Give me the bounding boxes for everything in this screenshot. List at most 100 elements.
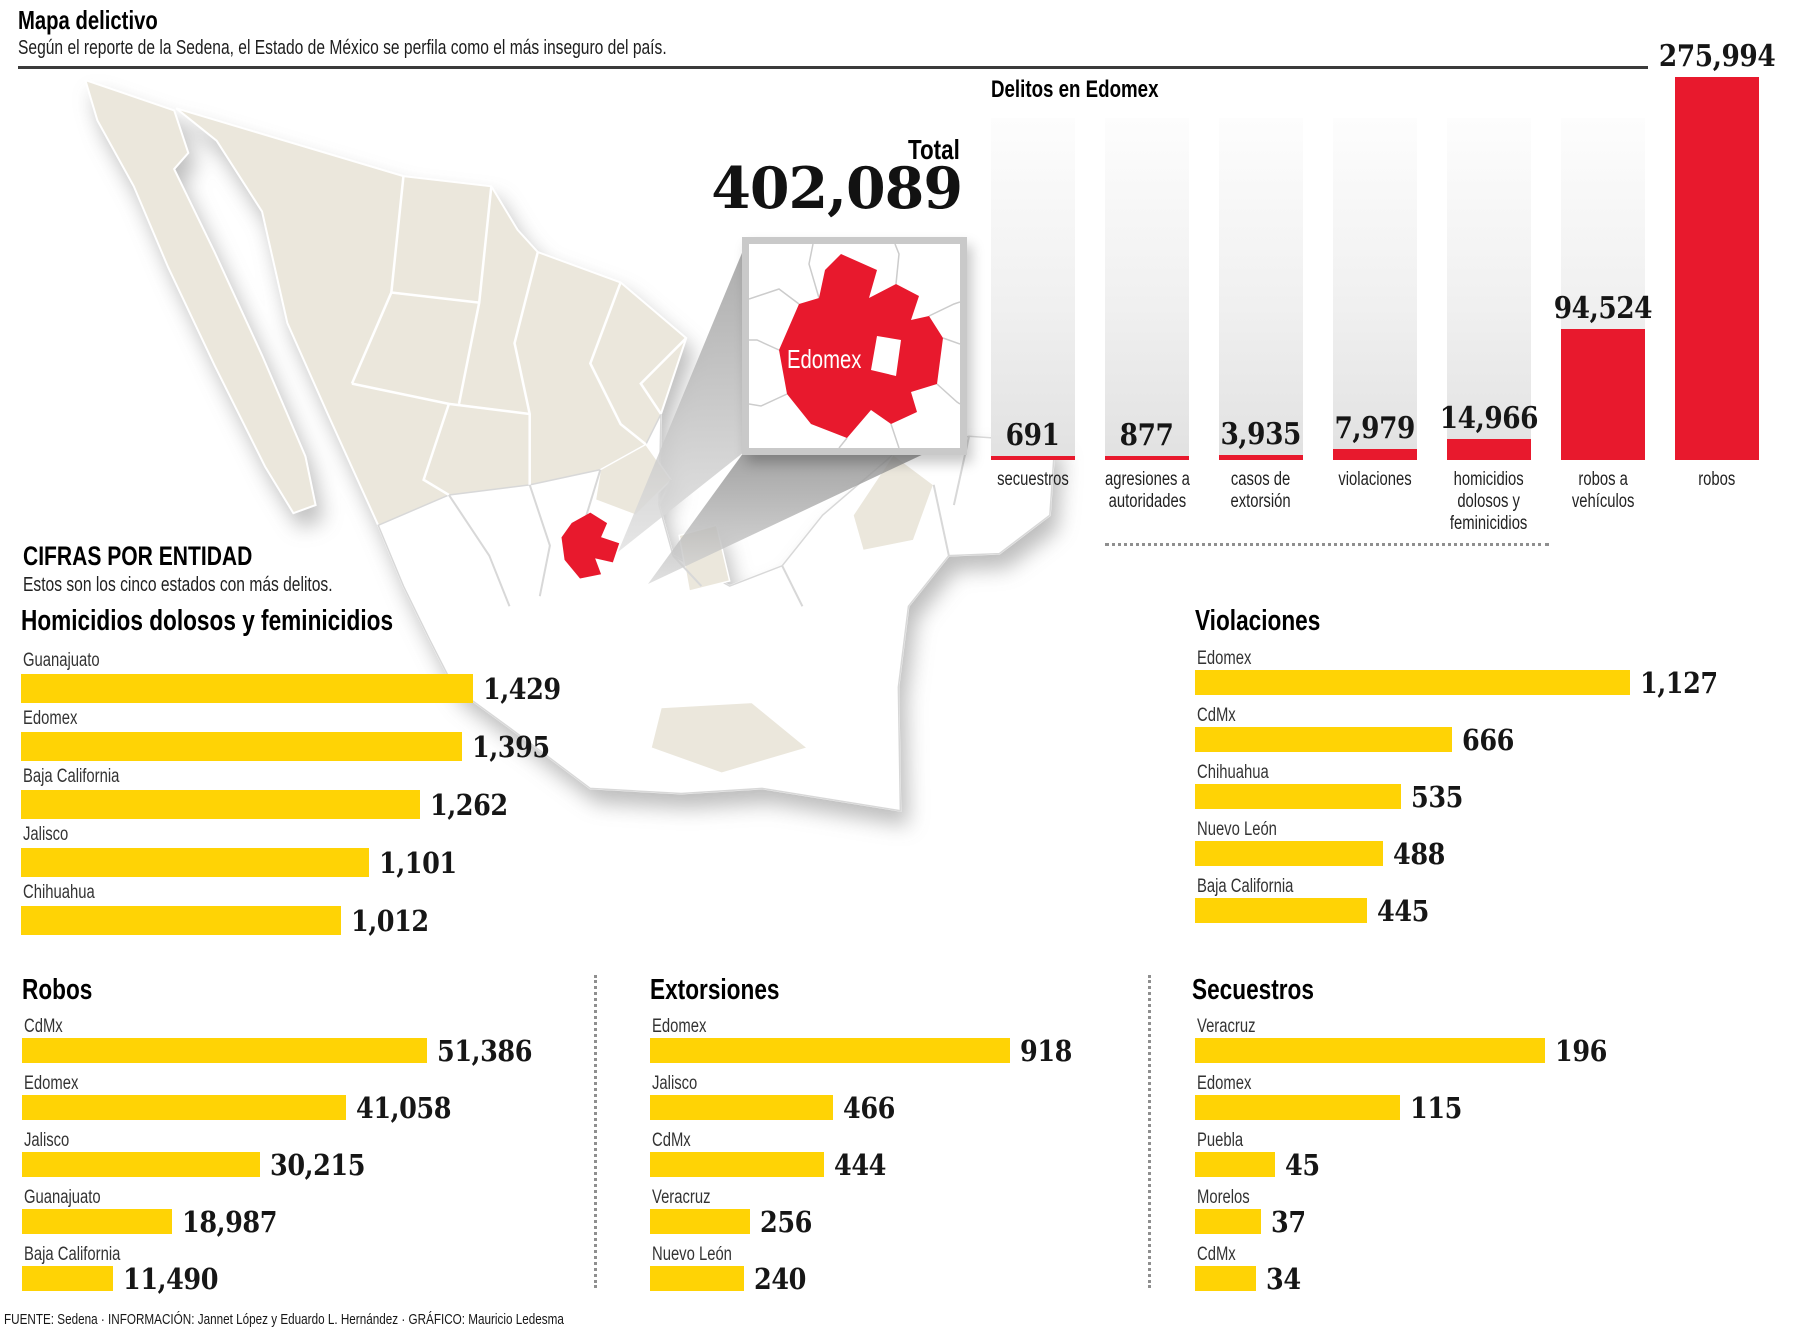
bar-Nuevo-León <box>650 1266 744 1291</box>
bar-label-text: Nuevo León <box>652 1244 732 1265</box>
bar-label-text: Guanajuato <box>24 1187 101 1208</box>
bar-value-text: 256 <box>760 1205 812 1239</box>
bar-CdMx <box>1195 1266 1256 1291</box>
bar-value-text: 466 <box>843 1091 895 1125</box>
column-value: 691 <box>943 420 1123 452</box>
bar-CdMx <box>650 1152 824 1177</box>
column-label-text: violaciones <box>1338 469 1412 490</box>
column-bar-agresiones-a <box>1105 456 1189 460</box>
bar-label-Baja-California: Baja California <box>23 766 147 787</box>
bar-label-text: Edomex <box>24 1073 79 1094</box>
bar-value: 41,058 <box>356 1093 464 1124</box>
bar-value: 37 <box>1271 1207 1310 1238</box>
column-track <box>1333 118 1417 460</box>
column-track <box>1105 118 1189 460</box>
dotted-separator-horizontal <box>1105 543 1549 546</box>
column-bar-robos <box>1675 77 1759 460</box>
bar-Morelos <box>1195 1209 1261 1234</box>
bar-label-CdMx: CdMx <box>24 1016 74 1037</box>
bar-Chihuahua <box>1195 784 1401 809</box>
bar-label-text: Puebla <box>1197 1130 1244 1151</box>
column-value-text: 3,935 <box>1220 417 1302 452</box>
chart-title-homicidios: Homicidios dolosos y feminicidios <box>21 605 394 637</box>
section-subtitle: Estos son los cinco estados con más deli… <box>23 574 333 596</box>
bar-value-text: 1,262 <box>430 788 508 822</box>
section-title: CIFRAS POR ENTIDAD <box>23 541 253 571</box>
dotted-separator-vertical-left <box>594 975 597 1288</box>
dotted-separator-vertical-right <box>1148 975 1151 1288</box>
bar-value-text: 51,386 <box>437 1034 533 1068</box>
total-label: Total <box>908 134 960 165</box>
bar-label-Chihuahua: Chihuahua <box>1197 762 1289 783</box>
bar-value: 1,395 <box>472 732 560 763</box>
bar-label-text: CdMx <box>652 1130 691 1151</box>
bar-Edomex <box>22 1095 346 1120</box>
bar-value-text: 535 <box>1411 780 1463 814</box>
bar-value-text: 444 <box>834 1148 886 1182</box>
column-value-text: 691 <box>1006 418 1060 453</box>
bar-value-text: 37 <box>1271 1205 1306 1239</box>
bar-value-text: 1,429 <box>483 672 561 706</box>
bar-value: 115 <box>1410 1093 1469 1124</box>
bar-value: 11,490 <box>123 1264 231 1295</box>
bar-Chihuahua <box>21 906 341 935</box>
bar-label-Nuevo-León: Nuevo León <box>652 1244 754 1265</box>
bar-value-text: 18,987 <box>182 1205 278 1239</box>
bar-label-Veracruz: Veracruz <box>1197 1016 1272 1037</box>
bar-label-text: Jalisco <box>23 824 69 845</box>
bar-value: 466 <box>843 1093 902 1124</box>
bar-value-text: 1,395 <box>472 730 550 764</box>
bar-Veracruz <box>1195 1038 1545 1063</box>
bar-Jalisco <box>21 848 369 877</box>
bar-value-text: 11,490 <box>123 1262 219 1296</box>
column-bar-violaciones <box>1333 449 1417 460</box>
column-value-text: 14,966 <box>1439 401 1539 436</box>
edomex-inset-map <box>748 243 961 449</box>
bar-CdMx <box>22 1038 427 1063</box>
bar-label-CdMx: CdMx <box>652 1130 702 1151</box>
bar-label-text: Chihuahua <box>23 882 95 903</box>
bar-value: 666 <box>1462 725 1521 756</box>
bar-label-Guanajuato: Guanajuato <box>24 1187 122 1208</box>
bar-value-text: 445 <box>1377 894 1429 928</box>
bar-Edomex <box>1195 1095 1400 1120</box>
bar-label-text: Baja California <box>23 766 120 787</box>
column-label: secuestros <box>963 469 1103 491</box>
bar-Nuevo-León <box>1195 841 1383 866</box>
bar-Jalisco <box>650 1095 833 1120</box>
header-divider <box>18 66 1648 69</box>
bar-Veracruz <box>650 1209 750 1234</box>
chart-title-secuestros: Secuestros <box>1192 974 1314 1006</box>
bar-Puebla <box>1195 1152 1275 1177</box>
column-value: 877 <box>1057 420 1237 452</box>
column-value-text: 7,979 <box>1334 411 1416 446</box>
column-bar-casos-de <box>1219 455 1303 460</box>
column-label: robos a vehículos <box>1533 469 1673 513</box>
column-bar-homicidios <box>1447 439 1531 460</box>
bar-value: 51,386 <box>437 1036 545 1067</box>
bar-value-text: 1,127 <box>1640 666 1718 700</box>
column-value-text: 275,994 <box>1658 39 1776 74</box>
edomex-shape <box>779 254 943 438</box>
bar-label-Baja-California: Baja California <box>1197 876 1321 897</box>
column-label: casos de extorsión <box>1191 469 1331 513</box>
column-value-text: 877 <box>1120 418 1174 453</box>
column-label-text: casos de extorsión <box>1230 469 1292 512</box>
column-label: robos <box>1647 469 1787 491</box>
bar-label-Jalisco: Jalisco <box>24 1130 82 1151</box>
bar-label-CdMx: CdMx <box>1197 705 1247 726</box>
bar-label-Chihuahua: Chihuahua <box>23 882 115 903</box>
bar-value-text: 30,215 <box>270 1148 366 1182</box>
bar-value-text: 240 <box>754 1262 806 1296</box>
bar-value: 1,262 <box>430 790 518 821</box>
bar-label-Guanajuato: Guanajuato <box>23 650 121 671</box>
column-track <box>991 118 1075 460</box>
bar-value: 45 <box>1285 1150 1324 1181</box>
bar-label-Edomex: Edomex <box>1197 648 1267 669</box>
bar-value-text: 45 <box>1285 1148 1320 1182</box>
